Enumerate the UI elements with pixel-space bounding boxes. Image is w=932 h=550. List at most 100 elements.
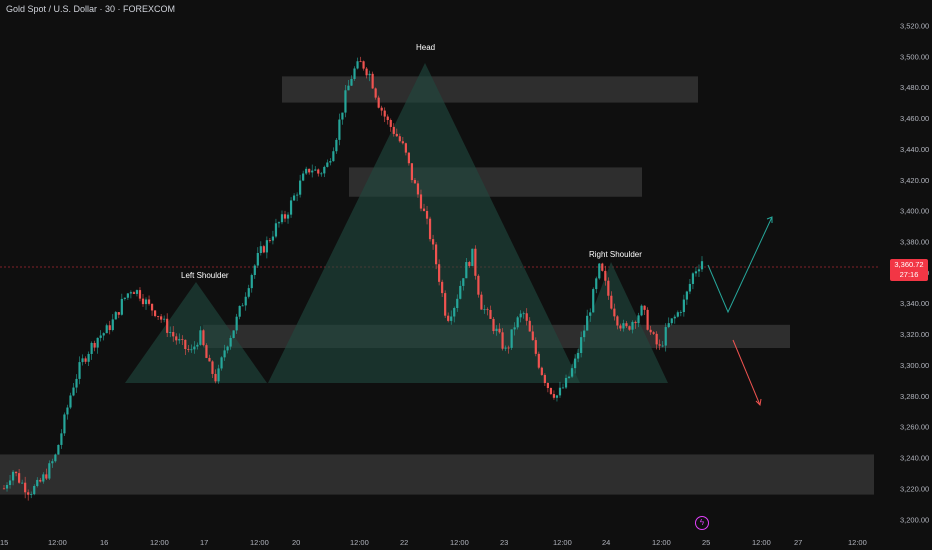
- candle-body: [157, 316, 160, 317]
- candle-body: [268, 240, 272, 241]
- zone-3: [0, 454, 874, 495]
- candle-body: [513, 327, 516, 330]
- bar-countdown: 27:16: [899, 270, 919, 279]
- candle-body: [320, 173, 323, 175]
- candle-body: [543, 374, 546, 384]
- candle-body: [495, 328, 498, 332]
- candle-body: [175, 336, 178, 341]
- candle-body: [81, 358, 84, 363]
- candle-body: [72, 387, 75, 396]
- candle-body: [265, 240, 268, 253]
- candle-body: [637, 315, 640, 324]
- candle-body: [501, 332, 504, 349]
- candle-body: [573, 358, 577, 369]
- candle-body: [480, 294, 483, 310]
- candle-body: [631, 321, 634, 330]
- candle-body: [144, 299, 148, 305]
- time-tick-label: 12:00: [48, 538, 67, 547]
- candle-body: [214, 373, 217, 382]
- candle-body: [362, 61, 365, 69]
- time-tick-label: 15: [0, 538, 8, 547]
- candle-body: [232, 330, 235, 338]
- candle-body: [57, 444, 60, 455]
- bearish-arrowhead: [755, 398, 762, 407]
- candle-body: [510, 329, 513, 348]
- time-axis[interactable]: 15 12:00 16 12:00 17 12:00 20 12:00 22 12:00 23 12:…: [0, 538, 867, 547]
- candle-body: [374, 88, 377, 98]
- candle-body: [428, 218, 432, 240]
- pattern-triangles: [125, 63, 668, 383]
- candle-body: [235, 316, 238, 331]
- candle-body: [474, 248, 477, 276]
- candle-body: [60, 433, 63, 445]
- candle-body: [90, 342, 93, 354]
- candle-body: [700, 261, 704, 270]
- candle-body: [66, 407, 69, 415]
- candle-body: [398, 136, 401, 142]
- candle-body: [359, 61, 362, 63]
- current-price-tag: 3,360.72 27:16: [890, 259, 928, 281]
- candle-body: [389, 120, 392, 127]
- left-shoulder-triangle: [125, 282, 267, 383]
- candle-body: [607, 280, 610, 296]
- price-axis[interactable]: 3,520.00 3,500.00 3,480.00 3,460.00 3,440.00…: [900, 21, 929, 524]
- candles: [2, 56, 704, 501]
- candle-body: [691, 273, 695, 284]
- candle-body: [153, 310, 157, 317]
- candle-body: [283, 214, 287, 219]
- candle-body: [114, 312, 117, 320]
- candle-body: [676, 312, 679, 317]
- candle-body: [519, 313, 522, 318]
- candle-body: [604, 270, 607, 281]
- candle-body: [658, 344, 661, 346]
- candle-body: [102, 333, 105, 336]
- candle-body: [202, 330, 205, 346]
- candle-body: [196, 344, 199, 347]
- candle-body: [694, 271, 698, 274]
- candle-body: [486, 309, 489, 311]
- candle-body: [63, 414, 66, 434]
- candle-body: [338, 119, 341, 140]
- candle-body: [30, 494, 33, 495]
- candle-body: [160, 316, 163, 320]
- price-tick-label: 3,280.00: [900, 392, 929, 401]
- candle-body: [314, 169, 317, 171]
- candle-body: [117, 312, 120, 315]
- candle-body: [555, 395, 559, 398]
- candle-body: [447, 315, 450, 321]
- candle-body: [619, 325, 622, 329]
- candle-body: [181, 339, 184, 340]
- time-tick-label: 17: [200, 538, 208, 547]
- bullish-projection: [707, 216, 773, 314]
- candle-body: [247, 288, 250, 297]
- candle-body: [129, 292, 133, 294]
- candle-body: [407, 152, 411, 164]
- candle-body: [305, 168, 308, 174]
- candle-body: [120, 298, 123, 315]
- candle-body: [87, 353, 90, 362]
- candle-body: [45, 474, 48, 479]
- candle-body: [8, 480, 12, 486]
- candle-body: [126, 293, 129, 298]
- candle-body: [655, 333, 658, 345]
- candle-body: [492, 318, 495, 332]
- candle-body: [250, 275, 253, 289]
- price-tick-label: 3,420.00: [900, 176, 929, 185]
- candle-body: [332, 151, 335, 162]
- flash-icon[interactable]: ϟ: [695, 516, 709, 530]
- time-tick-label: 23: [500, 538, 508, 547]
- time-tick-label: 25: [702, 538, 710, 547]
- candle-body: [141, 298, 145, 305]
- candle-body: [586, 315, 589, 331]
- candle-body: [598, 263, 601, 279]
- candle-body: [453, 308, 456, 317]
- candle-body: [504, 347, 507, 349]
- time-tick-label: 12:00: [848, 538, 867, 547]
- candle-body: [661, 345, 664, 347]
- candle-body: [280, 214, 284, 223]
- candle-body: [625, 323, 628, 327]
- candle-body: [84, 358, 87, 362]
- candle-body: [498, 328, 501, 333]
- price-tick-label: 3,460.00: [900, 114, 929, 123]
